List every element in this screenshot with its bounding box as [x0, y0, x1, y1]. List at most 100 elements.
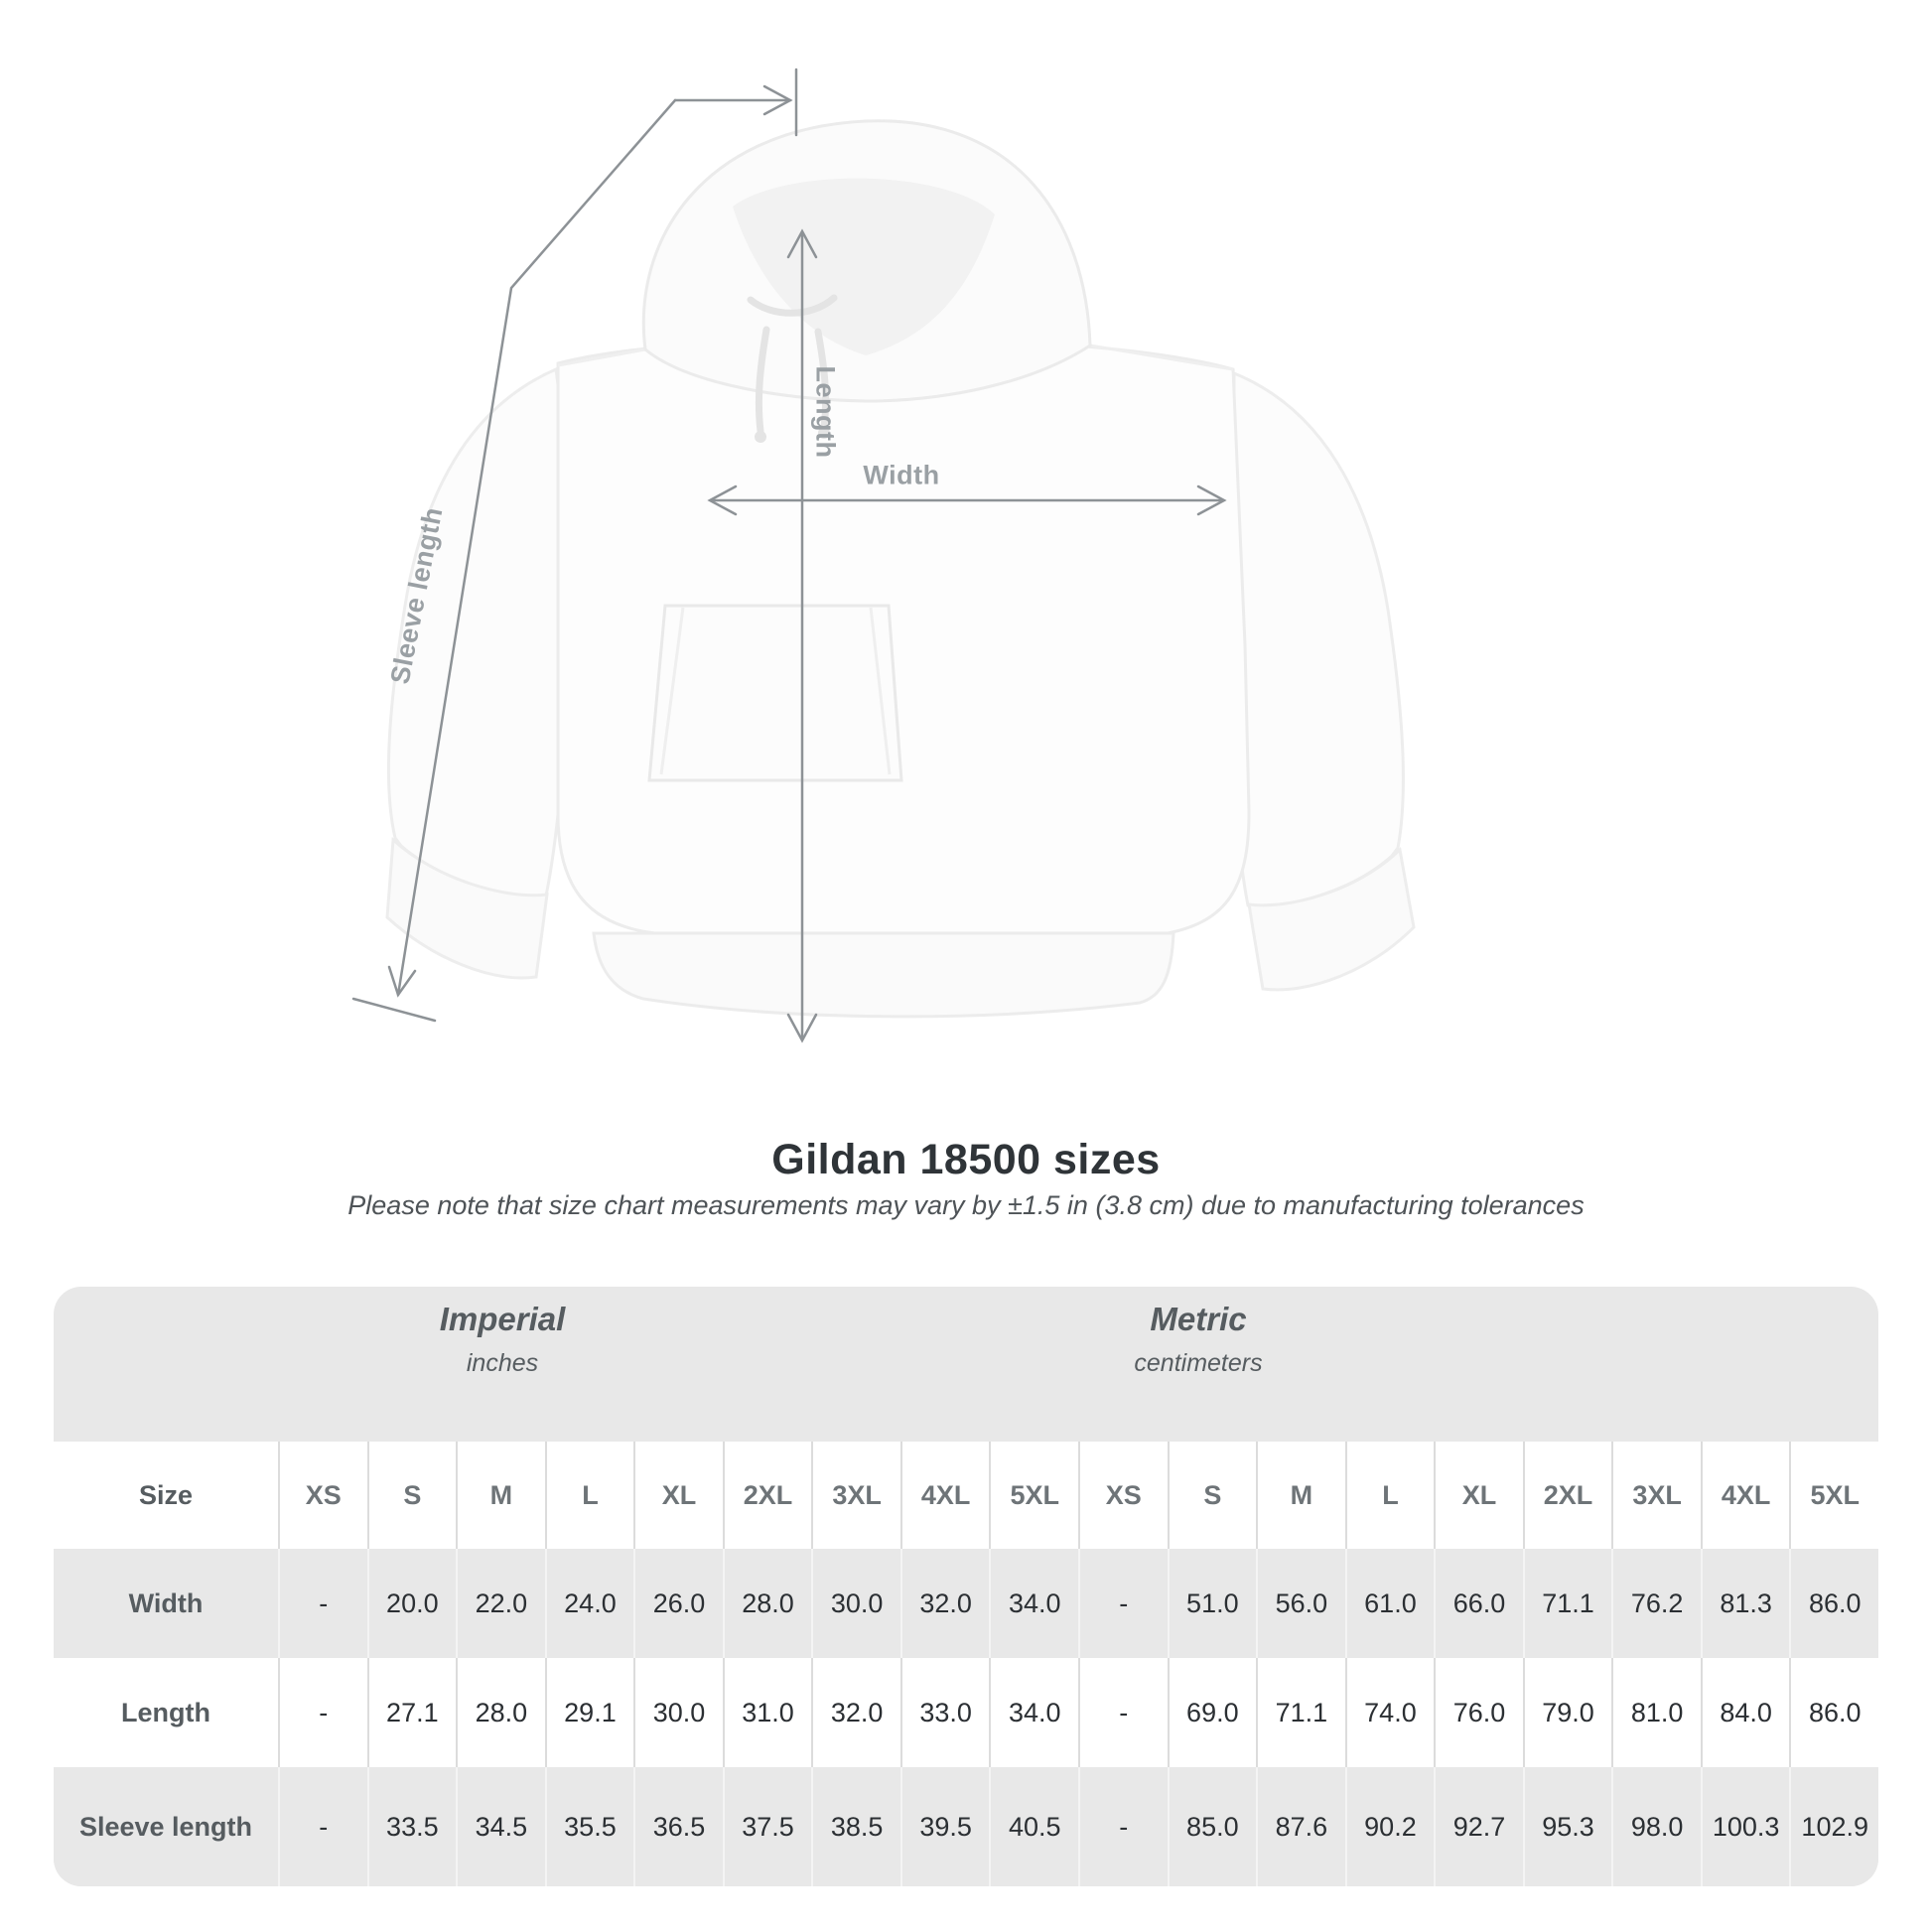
- table-cell: 71.1: [1256, 1658, 1345, 1767]
- table-cell: 22.0: [456, 1549, 545, 1658]
- hoodie-shoulder-seams: [557, 344, 1234, 371]
- table-cell: 86.0: [1789, 1549, 1878, 1658]
- page-title: Gildan 18500 sizes: [771, 1136, 1161, 1183]
- table-cell: 38.5: [811, 1767, 900, 1886]
- table-cell: 32.0: [899, 1549, 990, 1658]
- table-cell: 84.0: [1700, 1658, 1790, 1767]
- table-cell: 74.0: [1344, 1658, 1435, 1767]
- table-row-sleeve-length: Sleeve length - 33.5 34.5 35.5 36.5 37.5…: [54, 1767, 1878, 1886]
- size-header: S: [366, 1442, 457, 1549]
- size-table: Imperial inches Metric centimeters Size …: [54, 1287, 1878, 1886]
- size-header: M: [1256, 1442, 1345, 1549]
- table-cell: 37.5: [722, 1767, 812, 1886]
- table-cell: 33.0: [899, 1658, 990, 1767]
- size-header: XL: [633, 1442, 723, 1549]
- table-cell: 92.7: [1434, 1767, 1523, 1886]
- table-cell: 20.0: [366, 1549, 457, 1658]
- table-row-width: Width - 20.0 22.0 24.0 26.0 28.0 30.0 32…: [54, 1549, 1878, 1658]
- table-cell: -: [278, 1767, 367, 1886]
- table-cell: -: [1078, 1767, 1168, 1886]
- length-label: Length: [810, 365, 841, 459]
- hoodie-hem: [592, 931, 1175, 1019]
- width-label: Width: [863, 460, 940, 490]
- table-cell: 29.1: [544, 1658, 634, 1767]
- imperial-header: Imperial: [439, 1301, 566, 1337]
- table-cell: 56.0: [1256, 1549, 1345, 1658]
- hoodie-pocket-seams: [659, 607, 892, 775]
- table-cell: 95.3: [1522, 1767, 1612, 1886]
- hoodie-measurement-diagram: [351, 68, 1416, 1043]
- size-header: L: [1344, 1442, 1435, 1549]
- table-cell: 61.0: [1344, 1549, 1435, 1658]
- size-header: 4XL: [1700, 1442, 1790, 1549]
- hoodie-drawstring-cords: [755, 326, 830, 435]
- table-cell: 30.0: [811, 1549, 900, 1658]
- table-cell: 86.0: [1789, 1658, 1878, 1767]
- size-header: 2XL: [722, 1442, 812, 1549]
- size-header: 4XL: [899, 1442, 990, 1549]
- length-arrow: [786, 228, 818, 1043]
- table-cell: 76.0: [1434, 1658, 1523, 1767]
- table-cell: 71.1: [1522, 1549, 1612, 1658]
- metric-header: Metric: [1150, 1301, 1247, 1337]
- table-cell: 66.0: [1434, 1549, 1523, 1658]
- sleeve-length-arrow: [351, 68, 798, 1023]
- table-cell: -: [278, 1658, 367, 1767]
- unit-group-imperial: Imperial inches: [440, 1301, 566, 1378]
- size-header: XS: [278, 1442, 367, 1549]
- size-header: 5XL: [989, 1442, 1078, 1549]
- hoodie-drawstring-bow: [747, 294, 838, 317]
- table-cell: 81.0: [1611, 1658, 1701, 1767]
- size-header-row: Size XS S M L XL 2XL 3XL 4XL 5XL XS S M …: [54, 1442, 1878, 1549]
- table-cell: 69.0: [1167, 1658, 1257, 1767]
- table-cell: 79.0: [1522, 1658, 1612, 1767]
- table-cell: 81.3: [1700, 1549, 1790, 1658]
- size-header: M: [456, 1442, 545, 1549]
- size-header: XL: [1434, 1442, 1523, 1549]
- table-cell: 28.0: [722, 1549, 812, 1658]
- size-column-header: Size: [138, 1479, 194, 1510]
- drawstring-tip: [755, 431, 766, 443]
- table-cell: 87.6: [1256, 1767, 1345, 1886]
- size-header: S: [1167, 1442, 1257, 1549]
- table-cell: 32.0: [811, 1658, 900, 1767]
- row-label: Width: [128, 1587, 204, 1618]
- table-cell: 40.5: [989, 1767, 1078, 1886]
- measurement-arrows: [351, 68, 1227, 1043]
- tolerance-note: Please note that size chart measurements…: [347, 1190, 1585, 1220]
- hoodie-right-cuff: [1247, 846, 1416, 992]
- table-cell: 90.2: [1344, 1767, 1435, 1886]
- table-cell: -: [1078, 1549, 1168, 1658]
- unit-group-metric: Metric centimeters: [1134, 1301, 1262, 1378]
- table-cell: 85.0: [1167, 1767, 1257, 1886]
- table-cell: 26.0: [633, 1549, 723, 1658]
- table-cell: 39.5: [899, 1767, 990, 1886]
- table-cell: -: [278, 1549, 367, 1658]
- table-cell: 34.0: [989, 1658, 1078, 1767]
- metric-unit: centimeters: [1134, 1349, 1263, 1377]
- table-cell: 98.0: [1611, 1767, 1701, 1886]
- table-cell: 30.0: [633, 1658, 723, 1767]
- size-header: 2XL: [1522, 1442, 1612, 1549]
- table-cell: 100.3: [1700, 1767, 1790, 1886]
- table-cell: 24.0: [544, 1549, 634, 1658]
- row-label: Length: [121, 1697, 210, 1727]
- table-row-length: Length - 27.1 28.0 29.1 30.0 31.0 32.0 3…: [54, 1658, 1878, 1767]
- imperial-unit: inches: [466, 1349, 539, 1377]
- hoodie-left-cuff: [385, 836, 549, 980]
- table-cell: 35.5: [544, 1767, 634, 1886]
- table-cell: 34.5: [456, 1767, 545, 1886]
- hoodie-illustration: [385, 119, 1416, 1019]
- size-header: 3XL: [1611, 1442, 1701, 1549]
- size-header: 5XL: [1789, 1442, 1878, 1549]
- width-arrow: [707, 484, 1227, 516]
- table-cell: 36.5: [633, 1767, 723, 1886]
- size-header: 3XL: [811, 1442, 900, 1549]
- table-cell: 102.9: [1789, 1767, 1878, 1886]
- unit-header-band: Imperial inches Metric centimeters: [54, 1287, 1878, 1442]
- hoodie-pocket: [647, 604, 903, 782]
- table-cell: -: [1078, 1658, 1168, 1767]
- size-header: L: [544, 1442, 634, 1549]
- table-cell: 34.0: [989, 1549, 1078, 1658]
